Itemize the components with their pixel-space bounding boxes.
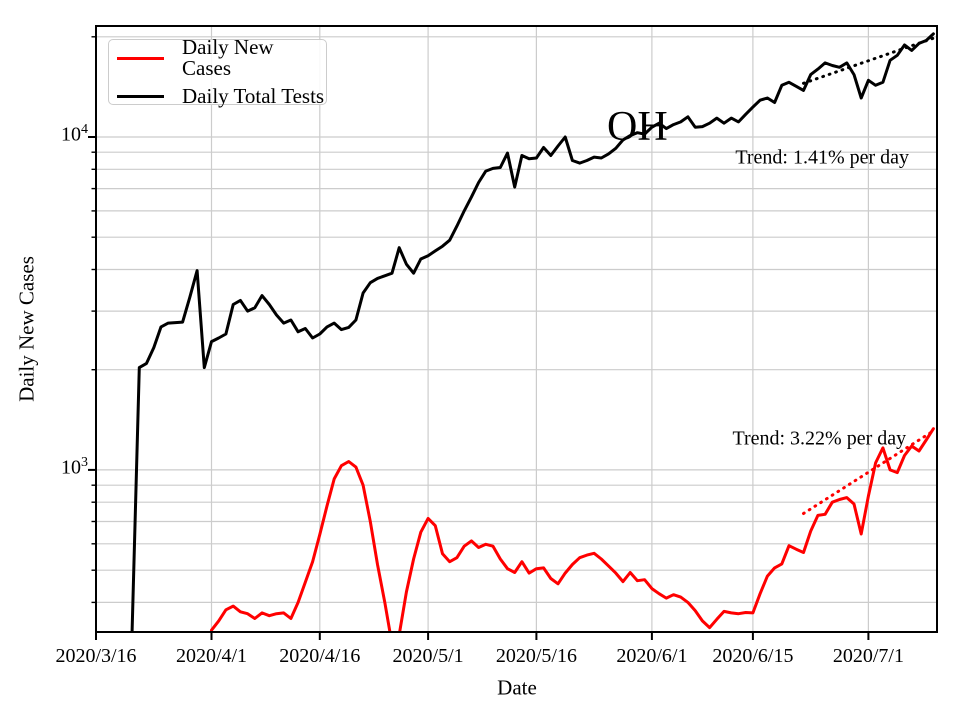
legend: Daily New Cases Daily Total Tests xyxy=(108,37,327,107)
state-label-annotation: OH xyxy=(607,104,668,151)
legend-label: Daily Total Tests xyxy=(182,84,325,108)
x-tick-label: 2020/4/1 xyxy=(175,645,248,667)
x-tick-label: 2020/4/16 xyxy=(279,645,361,667)
x-tick-label: 2020/5/1 xyxy=(392,645,464,667)
red-line-sample xyxy=(117,56,164,60)
y-tick-exponent: 4 xyxy=(81,122,88,138)
x-tick-label: 2020/6/15 xyxy=(712,645,794,667)
series-line-daily-new-cases xyxy=(210,427,935,632)
x-tick-label: 2020/6/1 xyxy=(616,645,688,667)
x-tick-label: 2020/3/16 xyxy=(55,645,137,667)
x-tick-label: 2020/5/16 xyxy=(495,645,577,667)
y-tick-base: 10 xyxy=(61,456,81,479)
tests-trend-annotation: Trend: 1.41% per day xyxy=(735,146,910,169)
legend-entry-daily-total-tests: Daily Total Tests xyxy=(117,86,326,107)
legend-label: Daily New Cases xyxy=(182,35,274,80)
axis-ticks xyxy=(88,36,870,640)
legend-entry-daily-new-cases: Daily New Cases xyxy=(117,37,326,79)
y-tick-exponent: 3 xyxy=(81,454,88,470)
x-axis-label: Date xyxy=(497,675,537,700)
cases-trend-annotation: Trend: 3.22% per day xyxy=(732,427,907,450)
y-tick-label-1e3: 103 xyxy=(38,454,88,480)
series-line-daily-total-tests xyxy=(130,32,935,632)
x-tick-label: 2020/7/1 xyxy=(832,645,904,667)
y-tick-label-1e4: 104 xyxy=(38,122,88,147)
trend-line-tests xyxy=(802,36,935,85)
black-line-sample xyxy=(117,95,164,98)
gridlines xyxy=(95,26,937,632)
y-tick-base: 10 xyxy=(61,123,81,146)
plot-border xyxy=(95,25,938,633)
y-axis-label: Daily New Cases xyxy=(14,256,39,402)
